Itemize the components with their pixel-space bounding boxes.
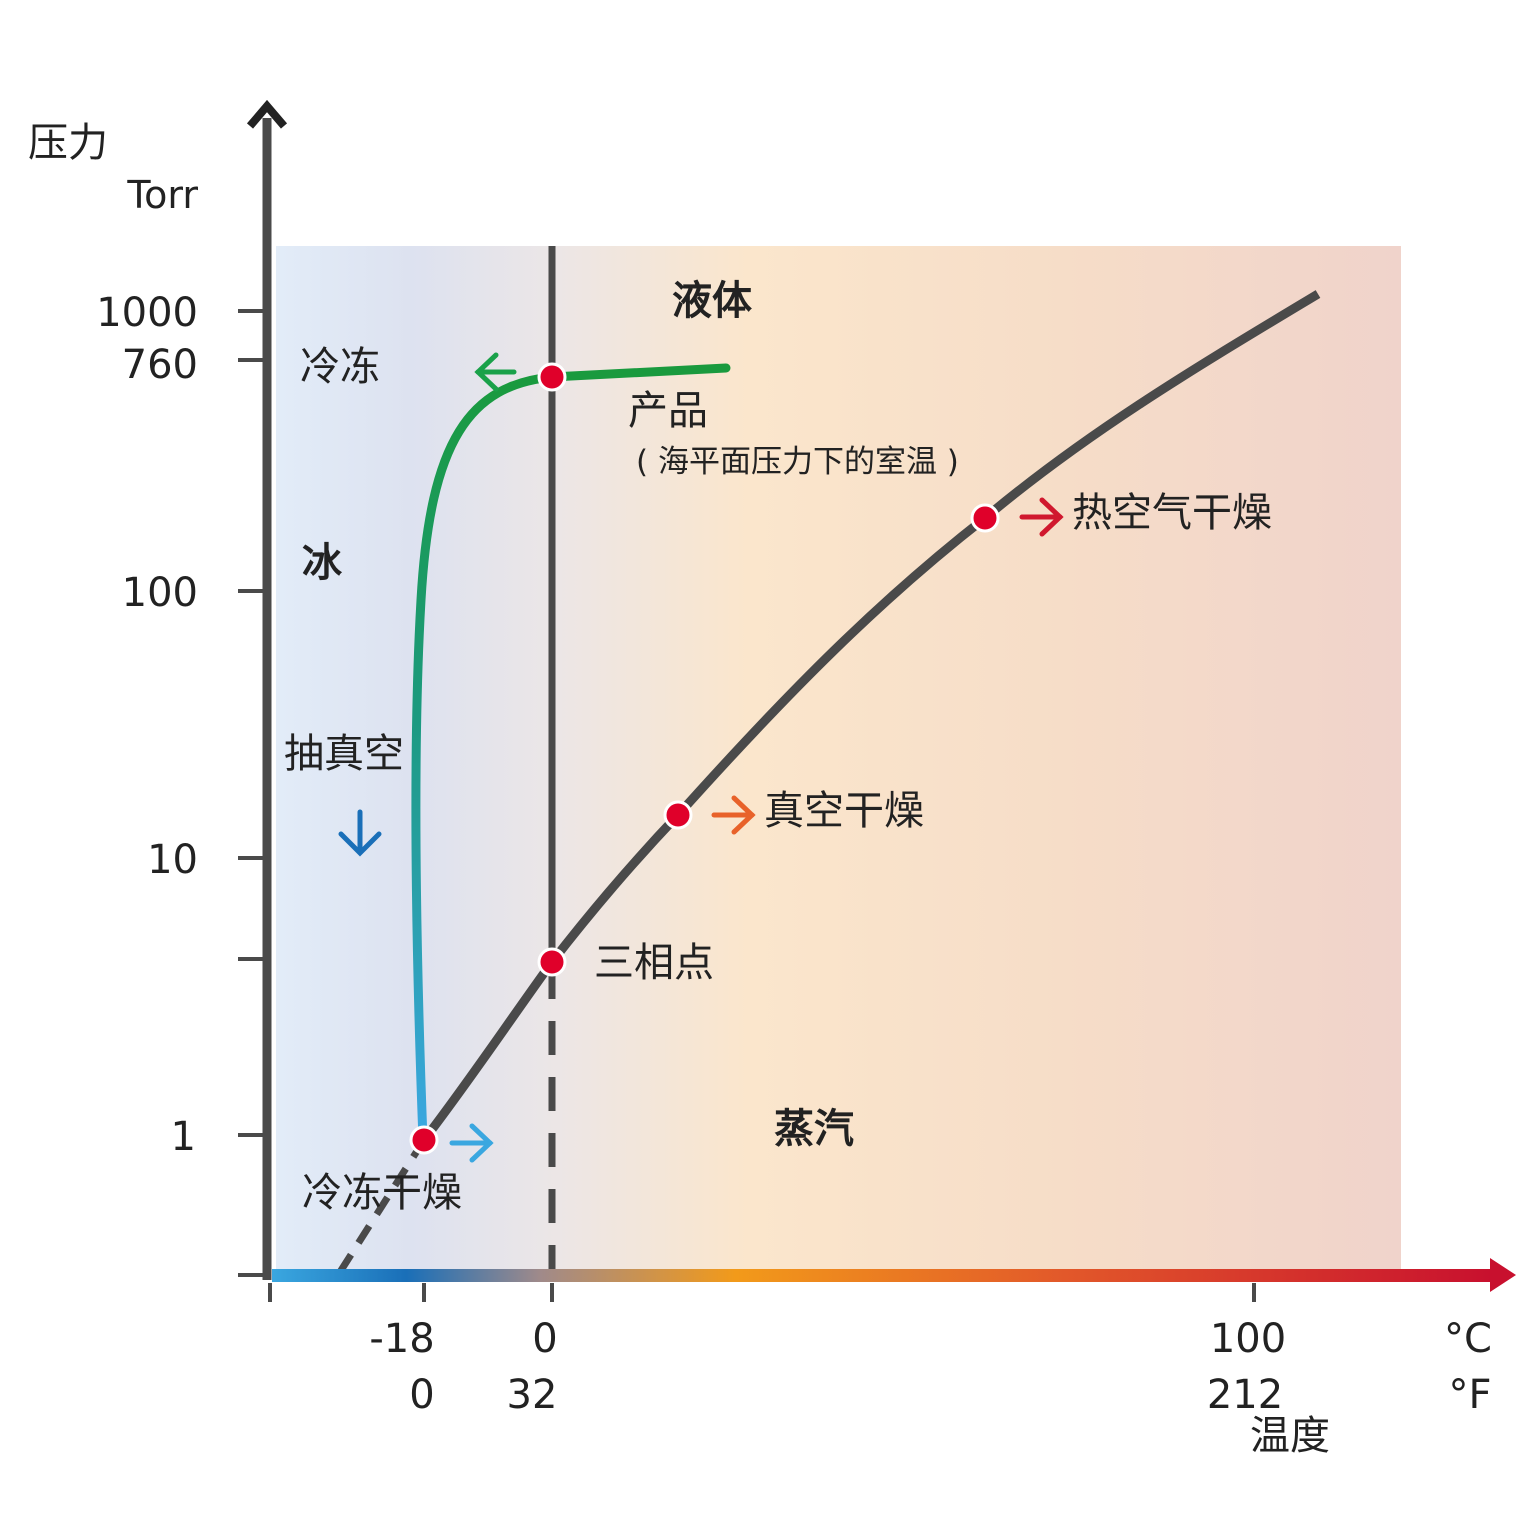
vapor-pressure-curve-extension: [337, 1138, 427, 1274]
y-tick-label: 1000: [96, 290, 198, 336]
label-vacuum-dry: 真空干燥: [764, 788, 924, 834]
label-product-note: ( 海平面压力下的室温 ): [636, 444, 959, 480]
arrow-down-icon: [338, 809, 382, 857]
x-axis-arrow-icon: [1490, 1258, 1516, 1292]
x-ticks: [268, 1283, 1256, 1302]
arrow-left-icon: [474, 352, 517, 392]
freeze-dry-path: [411, 363, 731, 1145]
x-tick-label-c: 0: [532, 1316, 557, 1362]
label-freeze-dry: 冷冻干燥: [302, 1170, 462, 1216]
point-product: [537, 362, 567, 392]
y-axis-title: 压力: [28, 120, 108, 166]
region-vapor: 蒸汽: [774, 1106, 854, 1152]
y-axis-unit: Torr: [126, 173, 198, 217]
x-tick-label-f: 0: [409, 1372, 434, 1418]
y-axis-arrow-icon: [246, 99, 288, 129]
y-tick-label: 100: [122, 570, 198, 616]
arrow-right-icon: [711, 795, 756, 835]
label-product: 产品: [628, 388, 708, 434]
x-tick-label-c: -18: [369, 1316, 434, 1362]
vapor-pressure-curve: [420, 290, 1321, 1143]
state-points: [409, 362, 1000, 1155]
region-liquid: 液体: [672, 278, 752, 324]
y-tick-label: 760: [122, 342, 198, 388]
region-ice: 冰: [302, 540, 343, 586]
arrow-right-icon: [449, 1123, 494, 1163]
y-tick-label: 10: [147, 837, 198, 883]
arrow-right-icon: [1019, 497, 1064, 537]
point-freeze-dry: [409, 1125, 439, 1155]
x-tick-label-f: 212: [1207, 1372, 1283, 1418]
x-unit-c: °C: [1444, 1316, 1492, 1362]
point-hot-air-dry: [970, 503, 1000, 533]
label-hot-air-dry: 热空气干燥: [1072, 490, 1272, 536]
y-ticks: [238, 309, 264, 1277]
point-vacuum-dry: [663, 800, 693, 830]
y-tick-label: 1: [171, 1114, 196, 1160]
temperature-axis-bar: [272, 1269, 1492, 1282]
label-triple-point: 三相点: [594, 940, 714, 986]
x-axis-title: 温度: [1250, 1413, 1330, 1459]
point-triple-point: [537, 947, 567, 977]
x-tick-label-c: 100: [1210, 1316, 1286, 1362]
label-freeze: 冷冻: [300, 344, 380, 390]
x-tick-label-f: 32: [507, 1372, 558, 1418]
label-vacuum: 抽真空: [284, 731, 404, 777]
x-unit-f: °F: [1448, 1372, 1491, 1418]
